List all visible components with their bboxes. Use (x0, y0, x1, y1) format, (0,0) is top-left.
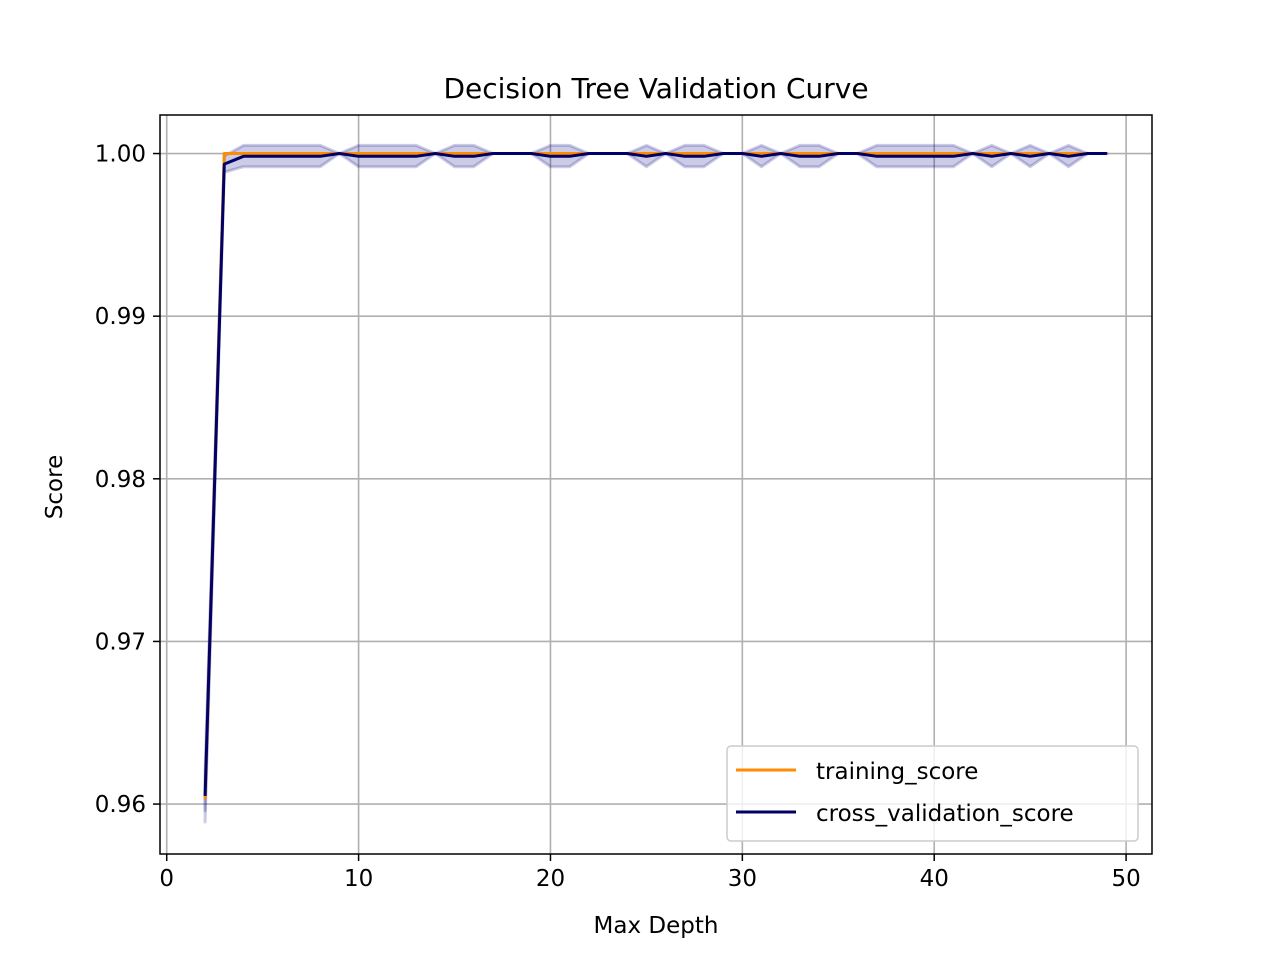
y-tick-label: 1.00 (95, 142, 146, 168)
y-tick-label: 0.96 (95, 792, 146, 818)
x-axis-label: Max Depth (594, 913, 719, 939)
legend: training_score cross_validation_score (727, 746, 1138, 841)
plot-area (160, 115, 1152, 854)
y-axis-label: Score (42, 455, 68, 519)
y-tick-label: 0.97 (95, 629, 146, 655)
x-tick-label: 40 (920, 866, 949, 892)
chart-title: Decision Tree Validation Curve (443, 72, 868, 105)
x-tick-label: 30 (728, 866, 757, 892)
x-tick-label: 10 (344, 866, 373, 892)
x-tick-label: 20 (536, 866, 565, 892)
x-tick-label: 50 (1111, 866, 1140, 892)
y-tick-label: 0.98 (95, 467, 146, 493)
legend-label-training-score: training_score (816, 759, 978, 785)
x-tick-label: 0 (159, 866, 174, 892)
y-tick-label: 0.99 (95, 304, 146, 330)
legend-label-cross-validation-score: cross_validation_score (816, 801, 1074, 827)
